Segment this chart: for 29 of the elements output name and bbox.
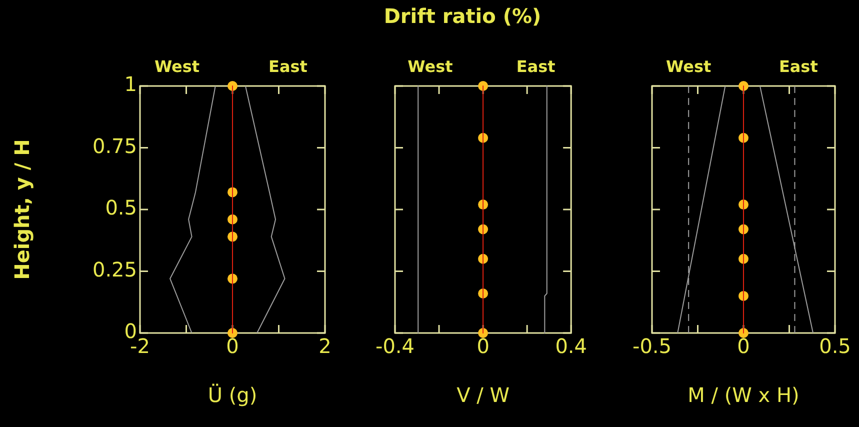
y-axis-title: Height, y / H [10,139,34,280]
text: East [778,57,818,76]
text: East [268,57,308,76]
x-axis-title: M / (W x H) [688,383,800,408]
x-tick-label: 0.5 [819,334,851,358]
chart-title: Drift ratio (%) [384,4,542,28]
point [478,328,488,338]
x-tick-label: -0.4 [375,334,415,358]
point [228,328,238,338]
x-tick-label: 0 [476,334,490,358]
point [478,81,488,91]
x-tick-label: -0.5 [632,334,672,358]
x-tick-label: 2 [318,334,332,358]
text: West [408,57,454,76]
point [738,81,748,91]
y-tick-label: 0.75 [92,134,137,158]
y-tick-label: 1 [124,72,137,96]
text: West [666,57,712,76]
text: East [516,57,556,76]
x-tick-label: 0 [226,334,239,358]
point [738,328,748,338]
text: West [154,57,200,76]
y-tick-label: 0.25 [92,257,137,282]
x-tick-label: 0 [737,334,750,358]
x-axis-title: V / W [456,383,510,408]
y-tick-label: 0.5 [105,196,137,220]
x-tick-label: 0.4 [555,334,588,358]
point [228,81,238,91]
x-axis-title: Ü (g) [208,383,258,408]
